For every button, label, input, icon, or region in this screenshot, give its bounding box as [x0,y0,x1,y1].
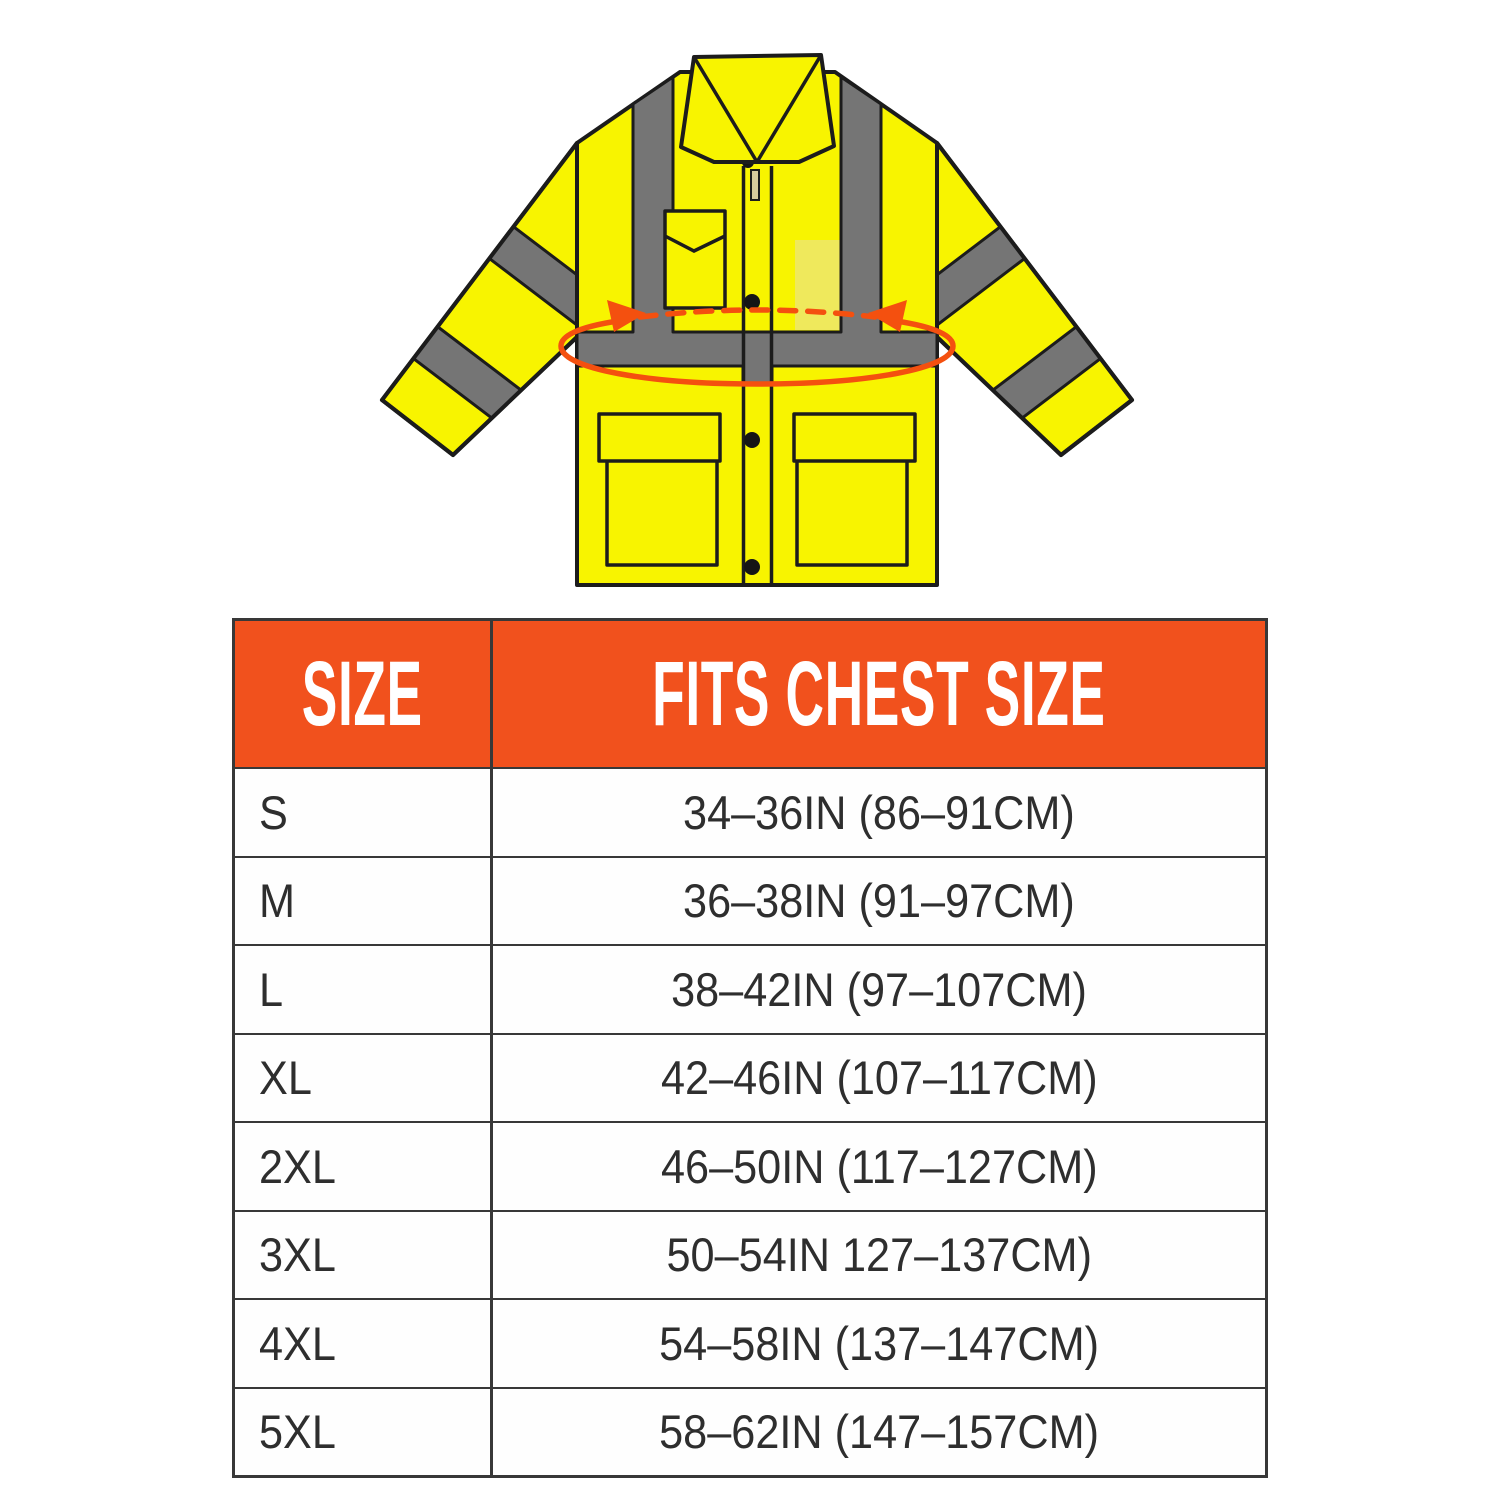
chest-cell: 46–50IN (117–127CM) [490,1121,1265,1210]
size-cell: S [235,767,490,856]
size-label: L [259,962,284,1016]
size-cell: 5XL [235,1386,490,1476]
chest-range: 38–42IN (97–107CM) [671,962,1087,1016]
chest-range: 46–50IN (117–127CM) [660,1139,1098,1193]
size-label: 5XL [259,1405,336,1459]
size-cell: 2XL [235,1121,490,1210]
size-cell: L [235,944,490,1033]
chest-cell: 36–38IN (91–97CM) [490,855,1265,944]
chest-cell: 58–62IN (147–157CM) [490,1386,1265,1475]
size-label: S [259,785,288,839]
measurement-dashed-line [637,307,878,320]
chest-range: 42–46IN (107–117CM) [660,1051,1098,1105]
chest-column-header: FITS CHEST SIZE [490,621,1265,767]
measurement-arrow-left [607,300,646,332]
chest-measurement-indicator [558,300,956,387]
front-placket [741,166,774,584]
chest-cell: 38–42IN (97–107CM) [490,944,1265,1033]
snap-button [744,559,760,575]
size-cell: 3XL [235,1209,490,1299]
left-lower-pocket [597,412,722,567]
chest-range: 54–58IN (137–147CM) [659,1316,1099,1370]
jacket-illustration [0,0,1500,612]
measurement-arrow-right [868,300,907,332]
chest-range: 34–36IN (86–91CM) [683,785,1075,839]
jacket-svg [380,53,1500,587]
size-label: 3XL [259,1228,336,1282]
chest-pocket [663,209,727,310]
size-label: M [259,874,296,928]
chest-cell: 34–36IN (86–91CM) [490,767,1265,856]
chest-cell: 50–54IN 127–137CM) [490,1209,1265,1298]
chest-range: 36–38IN (91–97CM) [683,874,1075,928]
right-lower-pocket [792,412,917,567]
size-chart-table: SIZE FITS CHEST SIZE S 34–36IN (86–91CM)… [232,618,1268,1478]
chest-range: 50–54IN 127–137CM) [666,1228,1092,1282]
size-label: XL [259,1051,312,1105]
size-label: 2XL [259,1139,336,1193]
chest-cell: 42–46IN (107–117CM) [490,1032,1265,1121]
chest-range: 58–62IN (147–157CM) [659,1405,1099,1459]
size-column-header: SIZE [235,621,490,767]
chest-cell: 54–58IN (137–147CM) [490,1298,1265,1387]
measurement-ellipse [558,318,956,387]
snap-button [744,432,760,448]
snap-button [744,294,760,310]
size-header-label: SIZE [302,642,423,745]
chest-header-label: FITS CHEST SIZE [652,642,1106,745]
size-cell: XL [235,1032,490,1122]
size-cell: M [235,855,490,945]
size-label: 4XL [259,1316,336,1370]
collar [679,53,836,164]
size-cell: 4XL [235,1298,490,1387]
